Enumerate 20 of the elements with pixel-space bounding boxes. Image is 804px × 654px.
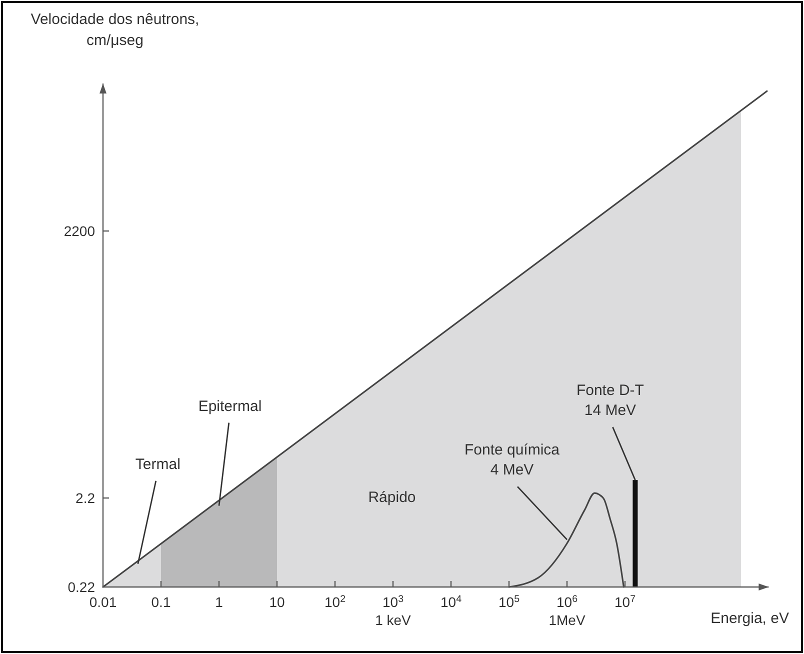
annotation: Rápido: [368, 489, 416, 506]
y-axis-title: Velocidade dos nêutrons, cm/μseg: [30, 11, 200, 49]
x-tick-label: 0.01: [89, 594, 117, 610]
y-tick-label: 2200: [64, 223, 96, 239]
annotation: Fonte D-T 14 MeV: [576, 382, 644, 420]
x-tick-label: 10$^{7}$: [614, 594, 636, 610]
x-axis-title: Energia, eV: [710, 610, 789, 627]
x-tick-label: 10$^{5}$: [498, 594, 520, 610]
x-tick-label: 10$^{2}$: [324, 594, 346, 610]
y-tick-label: 2.2: [76, 490, 96, 506]
annotation: Fonte química 4 MeV: [464, 442, 560, 479]
annotation: Epitermal: [198, 398, 262, 415]
x-tick-label: 0.1: [151, 594, 171, 610]
x-tick-label: 10$^{6}$ 1MeV: [548, 594, 586, 628]
annotation: Termal: [135, 456, 180, 473]
x-tick-label: 10$^{4}$: [440, 594, 462, 610]
x-tick-label: 10: [269, 594, 285, 610]
y-tick-label: 0.22: [68, 579, 96, 595]
x-tick-label: 10$^{3}$ 1 keV: [375, 594, 412, 628]
x-tick-label: 1: [215, 594, 224, 610]
